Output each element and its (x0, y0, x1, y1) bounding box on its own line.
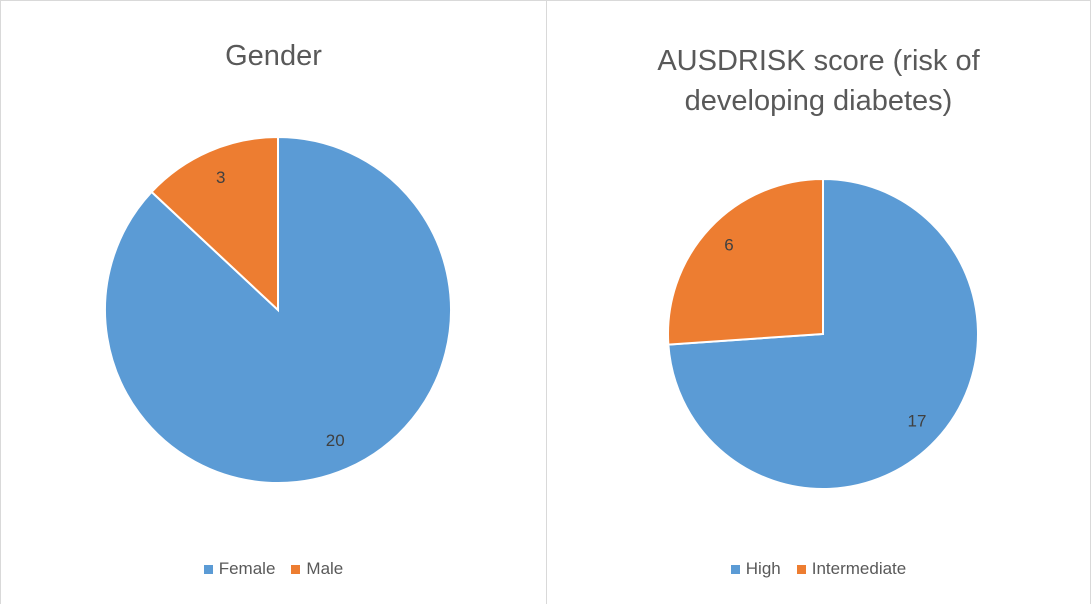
legend-item: Female (203, 559, 276, 578)
legend-label: High (745, 559, 781, 578)
chart-panel: AUSDRISK score (risk of developing diabe… (546, 0, 1091, 604)
legend-swatch (796, 565, 806, 574)
legend-swatch (730, 565, 740, 574)
chart-title: AUSDRISK score (risk of developing diabe… (657, 45, 980, 117)
legend-item: Male (291, 559, 343, 578)
legend-label: Female (218, 559, 276, 578)
legend: Female Male (1, 559, 546, 579)
data-label: 6 (724, 236, 733, 255)
data-label: 20 (326, 431, 345, 450)
data-label: 17 (908, 411, 927, 430)
chart-title: Gender (225, 40, 322, 72)
data-label: 3 (216, 168, 225, 187)
pie-slice (150, 135, 279, 313)
legend-swatch (291, 565, 301, 574)
legend-item: Intermediate (796, 559, 907, 578)
legend-swatch (203, 565, 213, 574)
legend-label: Male (306, 559, 344, 578)
legend-label: Intermediate (811, 559, 907, 578)
legend: High Intermediate (547, 559, 1090, 579)
legend-item: High (730, 559, 781, 578)
pie-slice (667, 177, 824, 346)
